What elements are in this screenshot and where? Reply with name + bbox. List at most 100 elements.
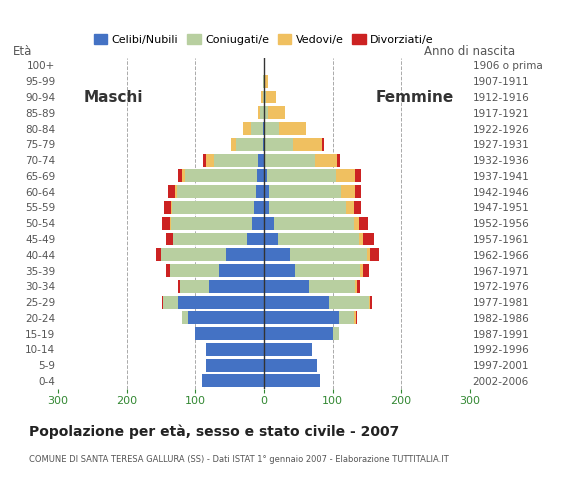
Bar	[278, 232, 358, 245]
Bar	[180, 280, 209, 293]
Text: Età: Età	[13, 45, 32, 58]
Bar	[358, 217, 368, 229]
Bar	[178, 169, 182, 182]
Bar	[264, 248, 290, 261]
Bar	[321, 138, 324, 151]
Bar	[354, 201, 361, 214]
Bar	[360, 264, 364, 277]
Bar	[267, 169, 336, 182]
Bar	[266, 91, 276, 104]
Bar	[162, 217, 170, 229]
Bar	[264, 138, 293, 151]
Bar	[269, 201, 346, 214]
Bar	[265, 154, 315, 167]
Bar	[264, 312, 339, 324]
Bar	[182, 312, 188, 324]
Bar	[264, 201, 269, 214]
Bar	[246, 232, 264, 245]
Bar	[264, 122, 279, 135]
Bar	[279, 122, 306, 135]
Bar	[274, 217, 354, 229]
Bar	[264, 296, 329, 309]
Bar	[264, 343, 312, 356]
Bar	[202, 374, 264, 387]
Bar	[261, 91, 263, 104]
Bar	[264, 359, 317, 372]
Bar	[242, 122, 251, 135]
Bar	[332, 327, 339, 340]
Bar	[354, 312, 356, 324]
Bar	[156, 248, 161, 261]
Bar	[346, 201, 354, 214]
Bar	[357, 280, 360, 293]
Bar	[263, 122, 264, 135]
Bar	[226, 248, 264, 261]
Bar	[177, 185, 256, 198]
Text: Anno di nascita: Anno di nascita	[424, 45, 515, 58]
Bar	[164, 201, 171, 214]
Text: Popolazione per età, sesso e stato civile - 2007: Popolazione per età, sesso e stato civil…	[29, 425, 399, 439]
Bar	[264, 185, 269, 198]
Bar	[264, 75, 268, 88]
Bar	[178, 280, 180, 293]
Bar	[264, 280, 309, 293]
Text: COMUNE DI SANTA TERESA GALLURA (SS) - Dati ISTAT 1° gennaio 2007 - Elaborazione : COMUNE DI SANTA TERESA GALLURA (SS) - Da…	[29, 455, 449, 464]
Bar	[264, 232, 278, 245]
Bar	[358, 232, 362, 245]
Bar	[252, 217, 264, 229]
Bar	[263, 75, 264, 88]
Bar	[264, 91, 266, 104]
Bar	[342, 185, 355, 198]
Bar	[168, 185, 175, 198]
Bar	[173, 232, 246, 245]
Bar	[264, 59, 265, 72]
Bar	[209, 280, 264, 293]
Bar	[290, 248, 367, 261]
Bar	[264, 374, 320, 387]
Bar	[356, 312, 357, 324]
Legend: Celibi/Nubili, Coniugati/e, Vedovi/e, Divorziati/e: Celibi/Nubili, Coniugati/e, Vedovi/e, Di…	[89, 30, 438, 50]
Bar	[355, 280, 357, 293]
Bar	[263, 91, 264, 104]
Bar	[354, 217, 358, 229]
Text: Femmine: Femmine	[376, 90, 454, 105]
Bar	[214, 154, 259, 167]
Bar	[205, 359, 264, 372]
Bar	[185, 169, 257, 182]
Bar	[257, 169, 264, 182]
Bar	[162, 296, 163, 309]
Bar	[171, 201, 172, 214]
Bar	[205, 343, 264, 356]
Bar	[264, 154, 265, 167]
Bar	[195, 327, 264, 340]
Bar	[370, 296, 372, 309]
Bar	[172, 201, 254, 214]
Bar	[237, 138, 263, 151]
Bar	[259, 154, 264, 167]
Bar	[309, 280, 355, 293]
Bar	[161, 248, 226, 261]
Bar	[336, 169, 355, 182]
Bar	[231, 138, 237, 151]
Bar	[166, 232, 173, 245]
Bar	[264, 217, 274, 229]
Bar	[336, 154, 340, 167]
Bar	[163, 296, 178, 309]
Text: Maschi: Maschi	[83, 90, 143, 105]
Bar	[295, 264, 360, 277]
Bar	[269, 185, 342, 198]
Bar	[329, 296, 369, 309]
Bar	[254, 201, 264, 214]
Bar	[219, 264, 264, 277]
Bar	[264, 107, 268, 119]
Bar	[205, 154, 214, 167]
Bar	[166, 264, 170, 277]
Bar	[170, 217, 171, 229]
Bar	[170, 264, 219, 277]
Bar	[268, 107, 285, 119]
Bar	[355, 169, 361, 182]
Bar	[264, 169, 267, 182]
Bar	[370, 248, 379, 261]
Bar	[175, 185, 177, 198]
Bar	[171, 217, 252, 229]
